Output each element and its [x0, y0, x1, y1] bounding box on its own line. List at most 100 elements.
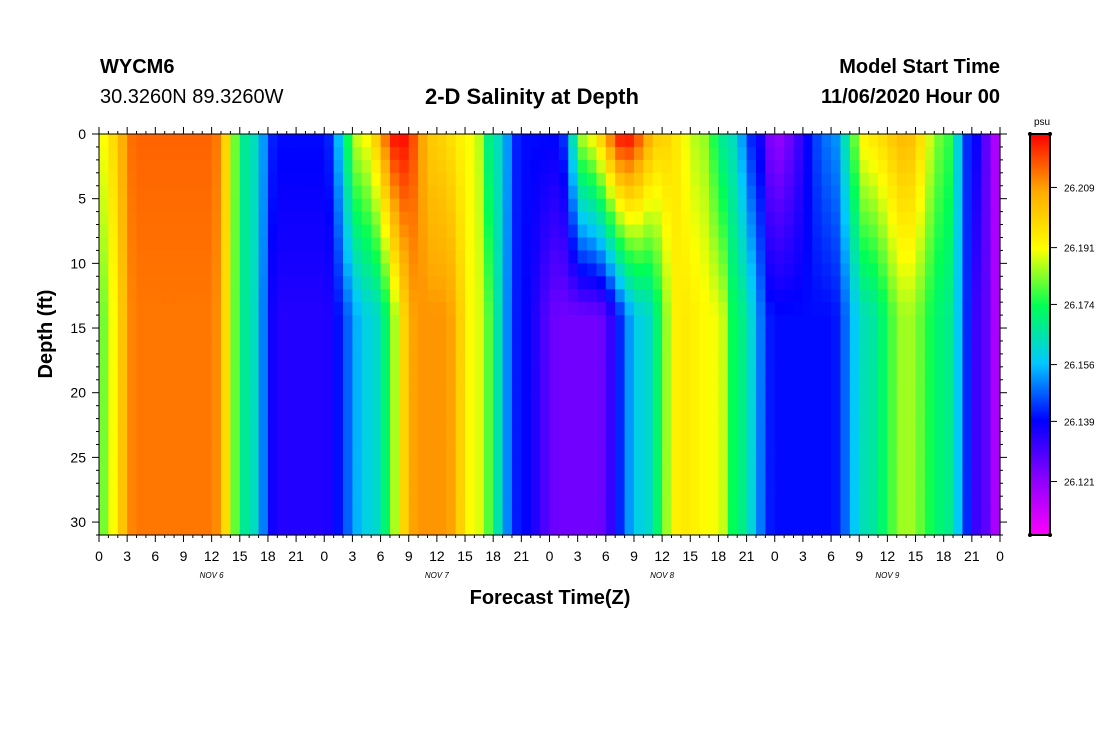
heatmap-cell	[249, 211, 260, 226]
heatmap-cell	[906, 392, 917, 407]
heatmap-cell	[258, 328, 269, 342]
heatmap-cell	[624, 198, 635, 213]
heatmap-cell	[296, 263, 307, 277]
heatmap-cell	[587, 250, 598, 264]
heatmap-cell	[136, 134, 147, 148]
heatmap-cell	[324, 340, 335, 355]
heatmap-cell	[587, 185, 598, 200]
heatmap-cell	[239, 496, 250, 510]
heatmap-cell	[887, 250, 898, 264]
heatmap-cell	[784, 159, 795, 174]
heatmap-cell	[99, 340, 109, 355]
heatmap-cell	[239, 263, 250, 277]
heatmap-cell	[549, 392, 560, 407]
heatmap-cell	[699, 134, 710, 148]
heatmap-cell	[239, 392, 250, 407]
heatmap-cell	[174, 522, 185, 536]
heatmap-cell	[812, 470, 823, 484]
heatmap-cell	[568, 496, 579, 510]
heatmap-cell	[352, 289, 363, 303]
heatmap-cell	[915, 237, 926, 252]
heatmap-cell	[765, 172, 776, 187]
heatmap-cell	[127, 431, 138, 446]
heatmap-cell	[849, 483, 860, 497]
heatmap-cell	[643, 457, 654, 471]
heatmap-cell	[605, 237, 616, 252]
heatmap-cell	[615, 405, 626, 420]
heatmap-cell	[99, 522, 109, 536]
heatmap-cell	[249, 340, 260, 355]
heatmap-cell	[314, 509, 325, 523]
heatmap-cell	[755, 405, 766, 420]
heatmap-cell	[145, 509, 156, 523]
heatmap-cell	[821, 483, 832, 497]
heatmap-cell	[117, 444, 128, 458]
heatmap-cell	[953, 353, 964, 368]
heatmap-cell	[202, 353, 213, 368]
heatmap-cell	[746, 366, 757, 381]
heatmap-cell	[239, 134, 250, 148]
heatmap-cell	[511, 263, 522, 277]
heatmap-cell	[680, 444, 691, 458]
heatmap-cell	[605, 276, 616, 290]
heatmap-cell	[389, 302, 400, 316]
heatmap-cell	[990, 444, 1001, 458]
x-tick-label: 0	[771, 548, 779, 564]
heatmap-cell	[436, 470, 447, 484]
heatmap-cell	[605, 289, 616, 303]
heatmap-cell	[277, 134, 288, 148]
heatmap-cell	[755, 470, 766, 484]
heatmap-cell	[924, 250, 935, 264]
heatmap-cell	[558, 185, 569, 200]
heatmap-cell	[408, 224, 419, 239]
x-tick-label: 0	[320, 548, 328, 564]
heatmap-cell	[540, 509, 551, 523]
heatmap-cell	[136, 159, 147, 174]
heatmap-cell	[680, 418, 691, 433]
x-tick-label: 21	[288, 548, 304, 564]
heatmap-cell	[117, 418, 128, 433]
heatmap-cell	[549, 263, 560, 277]
heatmap-cell	[896, 134, 907, 148]
heatmap-cell	[164, 302, 175, 316]
heatmap-cell	[690, 198, 701, 213]
heatmap-cell	[577, 509, 588, 523]
heatmap-cell	[821, 522, 832, 536]
heatmap-cell	[802, 134, 813, 148]
heatmap-cell	[352, 146, 363, 161]
heatmap-cell	[784, 146, 795, 161]
heatmap-cell	[511, 315, 522, 329]
heatmap-cell	[446, 315, 457, 329]
heatmap-cell	[399, 366, 410, 381]
heatmap-cell	[389, 470, 400, 484]
heatmap-cell	[380, 522, 391, 536]
heatmap-cell	[296, 289, 307, 303]
heatmap-cell	[784, 379, 795, 394]
heatmap-cell	[765, 379, 776, 394]
heatmap-cell	[221, 522, 231, 536]
heatmap-cell	[511, 328, 522, 342]
heatmap-cell	[577, 302, 588, 316]
heatmap-cell	[530, 366, 541, 381]
heatmap-cell	[202, 379, 213, 394]
heatmap-cell	[755, 444, 766, 458]
heatmap-cell	[258, 509, 269, 523]
heatmap-cell	[389, 172, 400, 187]
heatmap-cell	[361, 379, 372, 394]
heatmap-cell	[211, 340, 222, 355]
heatmap-cell	[305, 198, 316, 213]
heatmap-cell	[333, 211, 344, 226]
heatmap-cell	[380, 457, 391, 471]
heatmap-cell	[249, 276, 260, 290]
x-tick-label: 6	[602, 548, 610, 564]
heatmap-cell	[774, 470, 785, 484]
heatmap-cell	[699, 444, 710, 458]
heatmap-cell	[643, 185, 654, 200]
heatmap-cell	[877, 483, 888, 497]
heatmap-cell	[239, 431, 250, 446]
heatmap-cell	[943, 250, 954, 264]
heatmap-cell	[774, 328, 785, 342]
heatmap-cell	[192, 470, 203, 484]
heatmap-cell	[981, 276, 992, 290]
heatmap-cell	[812, 431, 823, 446]
